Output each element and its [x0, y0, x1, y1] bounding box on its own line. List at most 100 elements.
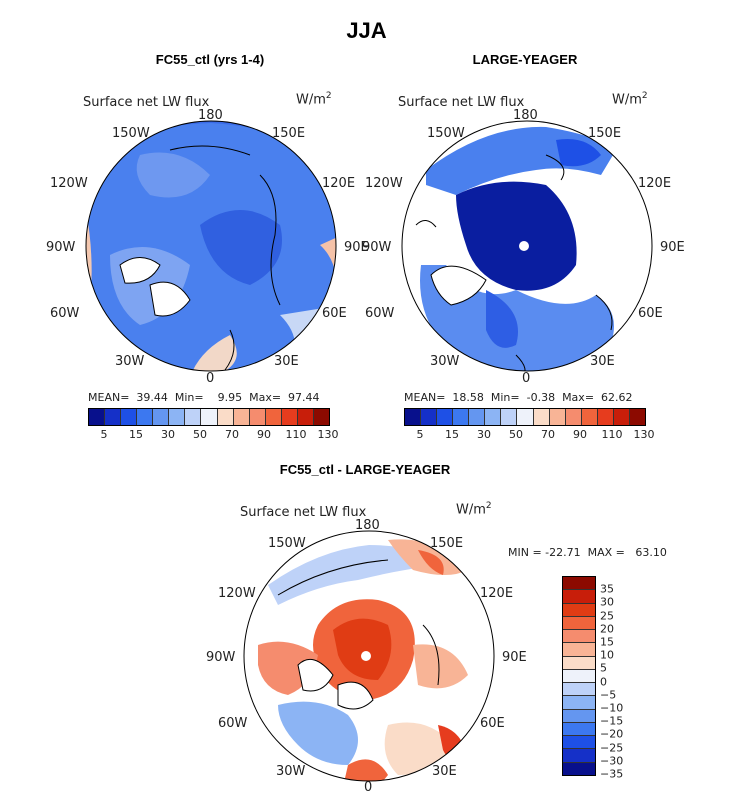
panel-1-lon-30e: 30E — [274, 354, 299, 369]
colorbar-tick-label: −5 — [600, 688, 617, 702]
panel-2-lon-120e: 120E — [638, 176, 672, 191]
colorbar-tick-label: 90 — [573, 428, 587, 441]
panel-2-lon-30e: 30E — [590, 354, 615, 369]
colorbar-swatch — [500, 409, 517, 425]
panel-3-lon-0: 0 — [364, 780, 373, 795]
colorbar-tick-label: 5 — [416, 428, 424, 441]
colorbar-tick-label: −20 — [600, 727, 624, 741]
panel-3-lon-60e: 60E — [480, 716, 505, 731]
panel-2-lon-150w: 150W — [427, 126, 465, 141]
panel-1-lon-120w: 120W — [50, 176, 88, 191]
colorbar-tick-label: 30 — [600, 595, 614, 609]
colorbar-swatch — [516, 409, 533, 425]
colorbar-swatch — [563, 682, 595, 696]
colorbar-tick-label: 70 — [225, 428, 239, 441]
colorbar-swatch — [563, 708, 595, 722]
colorbar-swatch — [563, 748, 595, 762]
colorbar-swatch — [548, 409, 565, 425]
panel-1-variable: Surface net LW flux — [83, 95, 210, 110]
colorbar-swatch — [596, 409, 613, 425]
colorbar-swatch — [563, 642, 595, 656]
panel-1-lon-60w: 60W — [50, 306, 80, 321]
panel-3-lon-120w: 120W — [218, 586, 256, 601]
panel-2-lon-90e: 90E — [660, 240, 685, 255]
panel-1-lon-150e: 150E — [272, 126, 306, 141]
panel-3-lon-90e: 90E — [502, 650, 527, 665]
colorbar-tick-label: 15 — [129, 428, 143, 441]
colorbar-tick-label: 70 — [541, 428, 555, 441]
season-title: JJA — [346, 18, 387, 43]
panel-3-colorbar: 35 30 25 20 15 10 5 0 −5 −10 −15 −20 −25 −30 −35 — [562, 576, 642, 781]
colorbar-swatch — [563, 589, 595, 603]
colorbar-swatch — [563, 721, 595, 736]
panel-2-lon-90w: 90W — [362, 240, 392, 255]
panel-2-lon-150e: 150E — [588, 126, 622, 141]
colorbar-tick-label: 50 — [193, 428, 207, 441]
panel-3-stats: MIN = -22.71 MAX = 63.10 — [508, 546, 667, 559]
colorbar-swatch — [312, 409, 329, 425]
colorbar-swatch — [120, 409, 137, 425]
panel-1-lon-150w: 150W — [112, 126, 150, 141]
panel-1-lon-120e: 120E — [322, 176, 356, 191]
colorbar-tick-label: 25 — [600, 609, 614, 623]
panel-2-colorbar: 5 15 30 50 70 90 110 130 — [404, 408, 655, 441]
panel-3-lon-90w: 90W — [206, 650, 236, 665]
panel-3-lon-150e: 150E — [430, 536, 464, 551]
panel-1-lon-30w: 30W — [115, 354, 145, 369]
panel-2-map — [401, 120, 653, 372]
panel-2-lon-30w: 30W — [430, 354, 460, 369]
colorbar-swatch — [248, 409, 265, 425]
colorbar-tick-label: 90 — [257, 428, 271, 441]
colorbar-swatch — [612, 409, 629, 425]
colorbar-swatch — [232, 409, 249, 425]
colorbar-swatch — [580, 409, 597, 425]
colorbar-swatch — [405, 409, 421, 425]
colorbar-swatch — [563, 602, 595, 616]
colorbar-swatch — [563, 629, 595, 643]
panel-3-lon-60w: 60W — [218, 716, 248, 731]
panel-3-lon-30w: 30W — [276, 764, 306, 779]
colorbar-swatch — [564, 409, 581, 425]
panel-1-units: W/m2 — [296, 91, 332, 108]
colorbar-swatch — [296, 409, 313, 425]
colorbar-tick-label: 30 — [160, 428, 175, 441]
colorbar-tick-label: −25 — [600, 741, 624, 755]
colorbar-tick-label: 35 — [600, 582, 614, 596]
colorbar-tick-label: −15 — [600, 714, 624, 728]
panel-2-lon-60w: 60W — [365, 306, 395, 321]
panel-3-lon-30e: 30E — [432, 764, 457, 779]
colorbar-tick-label: 130 — [317, 428, 339, 441]
panel-3-title: FC55_ctl - LARGE-YEAGER — [279, 462, 451, 477]
colorbar-swatch — [264, 409, 281, 425]
colorbar-swatch — [484, 409, 501, 425]
colorbar-swatch — [628, 409, 645, 425]
panel-1-map — [85, 120, 337, 372]
panel-2-variable: Surface net LW flux — [398, 95, 525, 110]
colorbar-tick-label: 110 — [601, 428, 623, 441]
panel-1-lon-60e: 60E — [322, 306, 347, 321]
panel-3-variable: Surface net LW flux — [240, 505, 367, 520]
colorbar-tick-label: −30 — [600, 754, 624, 768]
colorbar-swatch — [563, 735, 595, 749]
panel-1-title: FC55_ctl (yrs 1-4) — [155, 52, 265, 67]
panel-3-lon-180: 180 — [355, 518, 380, 533]
panel-1-colorbar: 5 15 30 50 70 90 110 130 — [88, 408, 339, 441]
colorbar-tick-label: 130 — [633, 428, 655, 441]
colorbar-tick-label: 50 — [509, 428, 523, 441]
panel-1-lon-90w: 90W — [46, 240, 76, 255]
panel-1-stats: MEAN= 39.44 Min= 9.95 Max= 97.44 — [88, 391, 320, 404]
panel-2-units: W/m2 — [612, 91, 648, 108]
panel-2-lon-60e: 60E — [638, 306, 663, 321]
panel-1-lon-90e: 90E — [344, 240, 369, 255]
panel-3-lon-150w: 150W — [268, 536, 306, 551]
colorbar-tick-label: 15 — [600, 635, 614, 649]
colorbar-swatch — [563, 761, 595, 775]
colorbar-swatch — [532, 409, 549, 425]
colorbar-swatch — [452, 409, 469, 425]
colorbar-swatch — [168, 409, 185, 425]
panel-2-title: LARGE-YEAGER — [472, 52, 578, 67]
panel-2-lon-180: 180 — [513, 108, 538, 123]
colorbar-tick-label: 10 — [600, 648, 614, 662]
colorbar-tick-label: −10 — [600, 701, 624, 715]
panel-1-lon-180: 180 — [198, 108, 223, 123]
